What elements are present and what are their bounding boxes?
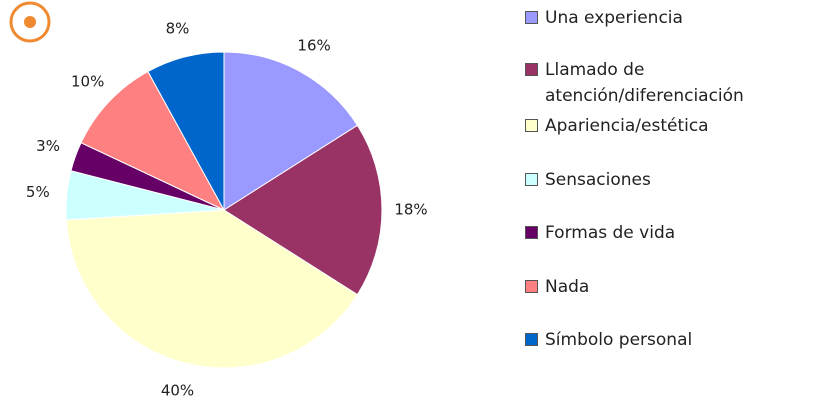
legend-label: Formas de vida	[545, 223, 676, 243]
pie-slice	[147, 51, 225, 211]
legend-swatch	[525, 11, 538, 24]
slice-label: 5%	[26, 183, 50, 201]
slice-label: 18%	[394, 201, 427, 219]
legend-swatch	[525, 119, 538, 132]
slice-label: 10%	[71, 72, 104, 90]
legend-swatch	[525, 280, 538, 293]
legend-entry: Símbolo personal	[525, 327, 825, 353]
record-dot	[24, 16, 36, 28]
legend-entry: Apariencia/estética	[525, 113, 825, 139]
legend-label: Llamado de atención/diferenciación	[545, 60, 744, 106]
pie-slice	[65, 209, 359, 369]
legend-swatch	[525, 173, 538, 186]
pie-slice	[80, 70, 226, 212]
legend-swatch	[525, 63, 538, 76]
pie-slice	[223, 124, 383, 296]
slice-label: 40%	[161, 382, 194, 400]
legend-label: Símbolo personal	[545, 330, 693, 350]
legend-entry: Nada	[525, 274, 825, 300]
slice-label: 3%	[36, 137, 60, 155]
legend-label: Nada	[545, 277, 590, 297]
slice-label: 8%	[166, 19, 190, 37]
slice-label: 16%	[297, 37, 330, 55]
legend-swatch	[525, 226, 538, 239]
legend-entry: Formas de vida	[525, 220, 825, 246]
legend-label: Apariencia/estética	[545, 116, 709, 136]
legend-label: Una experiencia	[545, 8, 683, 28]
legend-entry: Una experiencia	[525, 5, 825, 31]
legend-entry: Sensaciones	[525, 167, 825, 193]
legend-swatch	[525, 333, 538, 346]
legend-label: Sensaciones	[545, 170, 651, 190]
pie-slice	[223, 51, 359, 211]
legend-entry: Llamado de atención/diferenciación	[525, 57, 825, 109]
